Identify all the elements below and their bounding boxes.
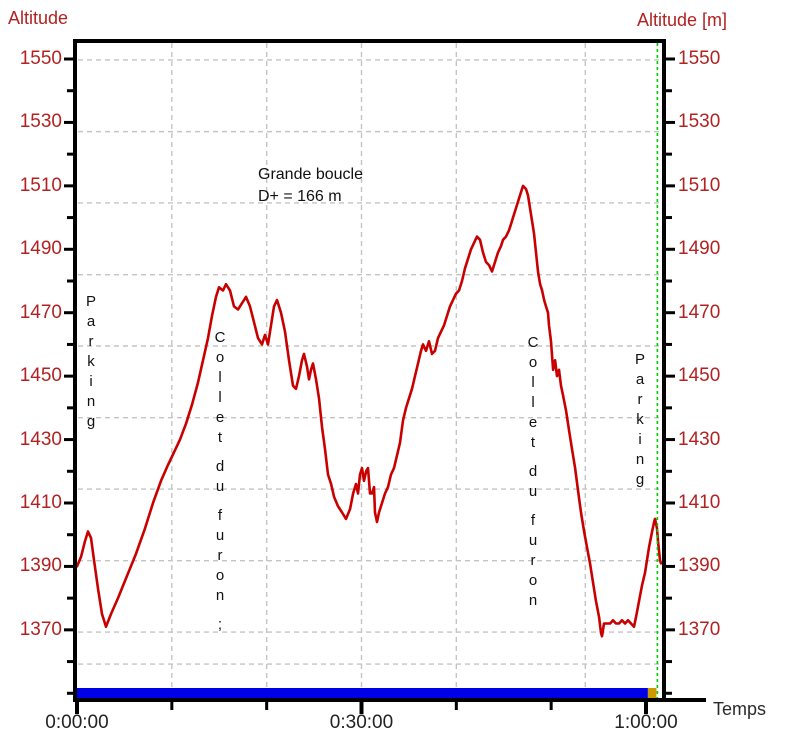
y-axis-tick-label-left: 1530	[19, 111, 62, 133]
vertical-letter: C	[527, 334, 539, 351]
vertical-letter: r	[637, 391, 643, 408]
vertical-letter: t	[217, 429, 223, 446]
vertical-letter: n	[528, 592, 538, 609]
vertical-letter: ;	[217, 616, 223, 633]
vertical-letter: r	[88, 333, 94, 350]
track-speed-bar	[77, 688, 648, 698]
x-axis-tick-label: 0:00:00	[45, 712, 109, 733]
vertical-letter: n	[86, 393, 96, 410]
y-axis-tick-label-right: 1390	[678, 555, 721, 577]
vertical-letter: d	[215, 458, 225, 475]
vertical-letter: l	[218, 369, 222, 386]
vertical-letter: d	[528, 463, 538, 480]
vertical-letter: t	[530, 434, 536, 451]
vertical-letter: a	[635, 371, 645, 388]
vertical-letter: o	[528, 354, 538, 371]
vertical-letter	[208, 497, 232, 506]
vertical-letter	[208, 606, 232, 615]
vertical-letter: r	[217, 547, 223, 564]
x-axis-title: Temps	[713, 699, 767, 719]
vertical-letter: P	[634, 351, 645, 368]
vertical-letter: r	[530, 552, 536, 569]
vertical-letter: n	[215, 587, 225, 604]
y-axis-tick-label-left: 1430	[19, 428, 62, 450]
y-axis-tick-label-right: 1370	[678, 618, 721, 640]
vertical-letter: o	[528, 572, 538, 589]
y-axis-tick-label-right: 1410	[678, 491, 721, 513]
y-axis-title-right: Altitude [m]	[637, 10, 728, 30]
annotation-elevation-gain: D+ = 166 m	[258, 188, 342, 205]
y-axis-tick-label-right: 1430	[678, 428, 721, 450]
track-speed-bar-end	[647, 688, 657, 698]
y-axis-tick-label-left: 1470	[19, 301, 62, 323]
y-axis-tick-label-left: 1450	[19, 365, 62, 387]
y-axis-tick-label-left: 1490	[19, 238, 62, 260]
vertical-letter: g	[86, 413, 96, 430]
y-axis-title-left: Altitude	[8, 8, 69, 28]
vertical-letter: u	[215, 478, 225, 495]
y-axis-tick-label-right: 1530	[678, 111, 721, 133]
vertical-letter: C	[214, 329, 226, 346]
vertical-letter	[521, 502, 545, 511]
vertical-letter: f	[217, 507, 223, 524]
vertical-letter	[521, 453, 545, 462]
vertical-letter: i	[89, 373, 93, 390]
vertical-letter	[208, 448, 232, 457]
y-axis-tick-label-right: 1450	[678, 365, 721, 387]
y-axis-tick-label-left: 1390	[19, 555, 62, 577]
vertical-letter: i	[638, 431, 642, 448]
y-axis-tick-label-left: 1550	[19, 48, 62, 69]
vertical-letter: a	[86, 313, 96, 330]
vertical-letter: u	[528, 483, 538, 500]
vertical-letter: e	[215, 409, 225, 426]
vertical-letter: u	[215, 527, 225, 544]
vertical-letter: o	[215, 349, 225, 366]
vertical-letter: l	[531, 394, 535, 411]
altitude-curve	[75, 184, 663, 638]
y-axis-tick-label-left: 1510	[19, 174, 62, 196]
x-axis-tick-label: 0:30:00	[329, 712, 394, 733]
vertical-letter: k	[87, 353, 95, 370]
vertical-letter: e	[528, 414, 538, 431]
vertical-letter: k	[636, 411, 644, 428]
y-axis-tick-label-right: 1510	[678, 174, 721, 196]
vertical-letter: f	[530, 512, 536, 529]
y-axis-tick-label-right: 1470	[678, 301, 721, 323]
vertical-letter: g	[635, 471, 645, 488]
vertical-letter: o	[215, 567, 225, 584]
y-axis-tick-label-right: 1550	[678, 48, 721, 69]
y-axis-tick-label-left: 1410	[19, 491, 62, 513]
annotation-route-name: Grande boucle	[258, 166, 363, 183]
vertical-letter: n	[635, 451, 645, 468]
vertical-letter: l	[218, 389, 222, 406]
y-axis-tick-label-left: 1370	[19, 618, 62, 640]
x-axis-tick-label: 1:00:00	[614, 712, 678, 733]
vertical-letter: l	[531, 374, 535, 391]
vertical-letter: P	[85, 293, 96, 310]
y-axis-tick-label-right: 1490	[678, 238, 721, 260]
vertical-letter: u	[528, 532, 538, 549]
